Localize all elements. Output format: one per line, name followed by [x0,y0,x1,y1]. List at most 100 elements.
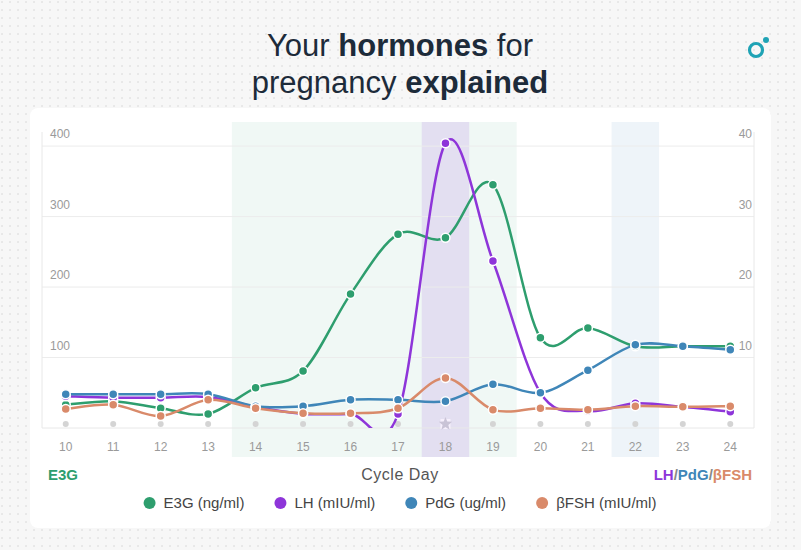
chart-root: 1002003004001020304010111213141516171819… [0,0,801,550]
title-word: pregnancy [252,65,397,100]
series-point [726,402,735,411]
card [30,108,771,528]
x-tick [158,421,164,427]
x-tick-label: 17 [391,440,405,454]
y2-tick [42,357,754,358]
series-point [299,366,308,375]
x-tick-label: 24 [724,440,738,454]
series-point [678,402,687,411]
legend-item: PdG (ug/ml) [405,494,506,511]
series-point [678,342,687,351]
series-line [66,343,731,407]
series-point [488,380,497,389]
title-space [330,28,339,63]
x-tick [680,421,686,427]
x-tick [205,421,211,427]
y2-axis-line [754,132,755,428]
x-tick [632,421,638,427]
y2-tick-label: 10 [739,339,753,353]
series-point [488,256,497,265]
series-point [441,397,450,406]
legend-label: E3G (ng/ml) [164,494,245,511]
highlight-star [439,417,452,430]
series-point [536,333,545,342]
series-line [66,139,731,428]
grid-line [42,216,754,217]
x-tick [490,421,496,427]
x-tick-label: 21 [581,440,595,454]
logo [750,37,770,57]
x-tick-label: 18 [439,440,453,454]
series-point [488,180,497,189]
legend: E3G (ng/ml) LH (mIU/ml) PdG (ug/ml) βFSH (m… [144,494,657,511]
plot-area [61,139,735,428]
y2-tick-label: 20 [739,268,753,282]
legend-item: βFSH (mIU/ml) [536,494,656,511]
series-point [251,383,260,392]
x-axis-line [42,428,754,429]
x-tick [727,421,733,427]
series-point [488,405,497,414]
series-point [346,290,355,299]
series-point [394,230,403,239]
y2-tick-label: 40 [739,127,753,141]
x-tick-label: 15 [296,440,310,454]
grid-line [42,287,754,288]
y2-axis-label-part: LH [654,466,674,483]
title-word: hormones [338,28,488,63]
series-line [66,182,731,415]
title-line: pregnancy explained [252,65,548,100]
series-point [631,402,640,411]
title: Your hormones forpregnancy explained [252,28,548,100]
series-point [299,409,308,418]
series-point [678,342,687,351]
legend-swatch [144,497,156,509]
title-word: Your [267,28,330,63]
series-point [583,323,592,332]
x-tick-label: 12 [154,440,168,454]
series-point [726,345,735,354]
series-point [394,395,403,404]
title-word: for [497,28,533,63]
legend-swatch [405,497,417,509]
series-point [346,409,355,418]
x-tick [585,421,591,427]
series-point [61,404,70,413]
y2-tick-label: 30 [739,198,753,212]
y2-tick [42,146,754,147]
series-point [583,366,592,375]
x-tick-label: 20 [534,440,548,454]
x-tick-label: 22 [629,440,643,454]
y2-axis-label-part: PdG [678,466,709,483]
grid [42,146,754,357]
logo-dot [763,37,769,43]
series-point [109,400,118,409]
series-point [536,404,545,413]
x-tick-label: 23 [676,440,690,454]
series-point [631,340,640,349]
x-tick-label: 19 [486,440,500,454]
legend-label: LH (mIU/ml) [294,494,375,511]
highlight-band [422,122,469,457]
title-word: explained [405,65,548,100]
grid-line [42,146,754,147]
title-space [488,28,497,63]
y-tick-label: 200 [50,268,70,282]
series-point [583,405,592,414]
title-line: Your hormones for [267,28,533,63]
background [0,0,801,550]
x-tick [300,421,306,427]
series-point [441,139,450,148]
x-tick-label: 10 [59,440,73,454]
series-point [251,404,260,413]
x-tick [63,421,69,427]
grid-line [42,357,754,358]
y2-axis-label-part: βFSH [713,466,752,483]
y2-axis-label: LH/PdG/βFSH [654,466,752,483]
legend-item: LH (mIU/ml) [274,494,375,511]
series-point [441,373,450,382]
series-point [536,388,545,397]
x-tick-label: 16 [344,440,358,454]
series-point [204,409,213,418]
legend-label: PdG (ug/ml) [425,494,506,511]
